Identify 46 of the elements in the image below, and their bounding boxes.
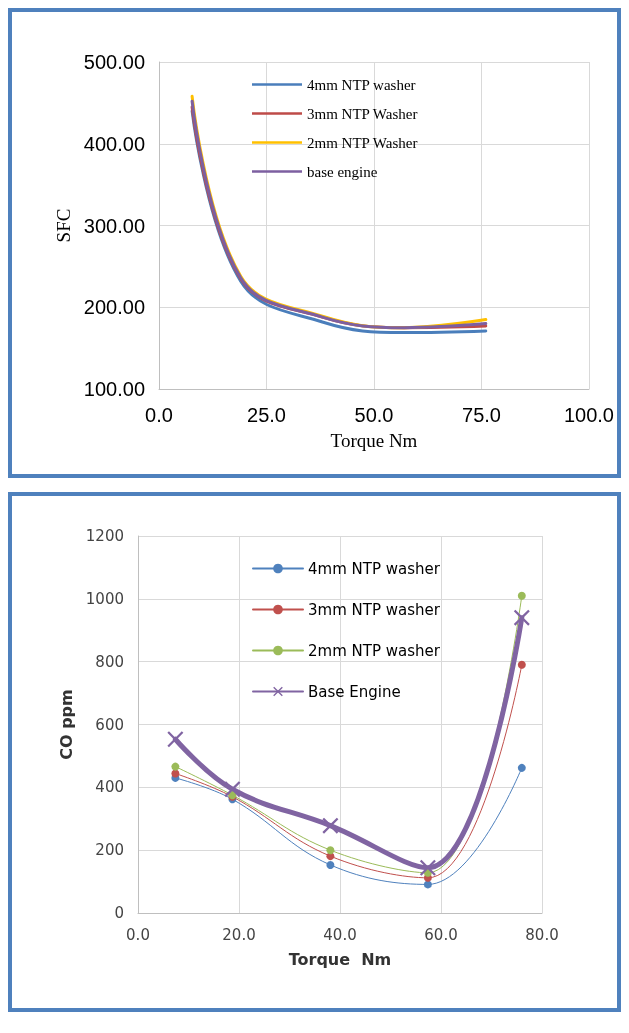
y-tick-label: 1200	[85, 527, 124, 545]
x-tick-label: 80.0	[525, 925, 559, 944]
x-tick-label: 25.0	[247, 404, 286, 426]
y-tick-label: 400.00	[83, 132, 145, 155]
y-tick-label: 200.00	[83, 296, 145, 319]
legend-label: Base Engine	[308, 682, 401, 701]
point	[171, 762, 180, 771]
y-tick-label: 300.00	[83, 214, 145, 237]
point	[322, 817, 339, 834]
point	[513, 609, 530, 626]
legend-label: 2mm NTP Washer	[307, 134, 418, 151]
legend-label: 3mm NTP Washer	[307, 105, 418, 122]
legend-label: 3mm NTP washer	[308, 600, 441, 619]
y-tick-label: 500.00	[83, 51, 145, 73]
x-tick-label: 0.0	[145, 404, 173, 426]
y-tick-label: 400	[95, 778, 124, 797]
point	[419, 859, 436, 876]
point	[224, 781, 241, 798]
y-tick-label: 0	[114, 904, 124, 922]
x-tick-label: 75.0	[462, 404, 501, 426]
legend-label: 2mm NTP washer	[308, 641, 441, 660]
y-tick-label: 800	[95, 652, 124, 671]
y-axis-title: CO ppm	[57, 689, 77, 760]
y-tick-label: 1000	[85, 589, 124, 608]
x-tick-label: 60.0	[424, 925, 458, 944]
x-tick-label: 50.0	[354, 404, 394, 426]
x-tick-label: 0.0	[126, 925, 150, 944]
point	[167, 731, 184, 748]
x-tick-label: 40.0	[323, 925, 357, 944]
legend-label: 4mm NTP washer	[308, 559, 441, 578]
y-tick-label: 600	[95, 715, 124, 734]
x-axis-title: Torque Nm	[330, 430, 418, 451]
y-tick-label: 100.00	[83, 378, 145, 400]
x-axis-title: Torque Nm	[288, 949, 392, 969]
y-axis-title: SFC	[52, 208, 74, 243]
legend-label: 4mm NTP washer	[307, 76, 416, 93]
point	[326, 846, 335, 855]
x-tick-label: 20.0	[222, 925, 256, 944]
y-tick-label: 200	[95, 841, 124, 860]
point	[517, 591, 526, 600]
point	[517, 660, 526, 669]
point	[171, 769, 180, 778]
legend-label: base engine	[307, 163, 378, 180]
point	[517, 763, 526, 772]
point	[326, 860, 335, 869]
x-tick-label: 100.0	[563, 404, 615, 426]
